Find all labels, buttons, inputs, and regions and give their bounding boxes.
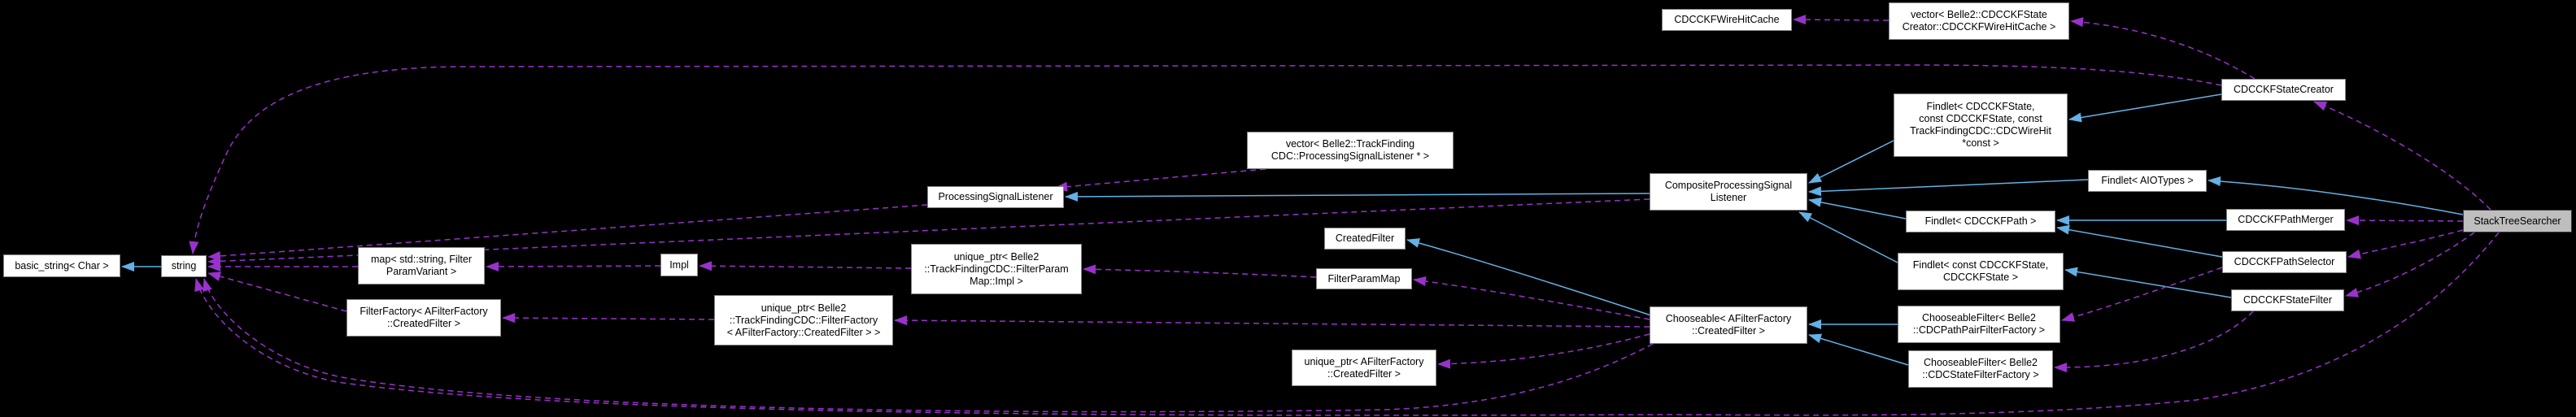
edge-statecreator-to-findlet_wh bbox=[2068, 93, 2222, 123]
node-whc[interactable]: CDCCKFWireHitCache bbox=[1662, 9, 1792, 31]
edge-chooseable-to-uptr_ff bbox=[894, 315, 1650, 328]
node-findlet_wh[interactable]: Findlet< CDCCKFState, const CDCCKFState,… bbox=[1894, 93, 2068, 157]
node-pathselector[interactable]: CDCCKFPathSelector bbox=[2222, 251, 2347, 273]
edge-fpm-to-uptr_fpm bbox=[1083, 264, 1317, 278]
edge-pathselector-to-cf_pathpair bbox=[2061, 267, 2223, 322]
edge-chooseable-to-fpm bbox=[1413, 276, 1650, 320]
edge-sts-to-statecreator bbox=[2313, 101, 2491, 211]
node-uptr_cf[interactable]: unique_ptr< AFilterFactory ::CreatedFilt… bbox=[1292, 350, 1436, 386]
node-string[interactable]: string bbox=[161, 255, 207, 277]
edge-sts-to-pathmerger bbox=[2346, 215, 2464, 226]
edge-impl-to-map_fpv bbox=[486, 261, 661, 271]
edge-findlet_wh-to-composite bbox=[1808, 140, 1894, 184]
edge-chooseable-to-string bbox=[203, 278, 1654, 413]
node-createdfilter[interactable]: CreatedFilter bbox=[1324, 228, 1406, 250]
edge-statefilter-to-findlet_cs bbox=[2064, 267, 2232, 298]
edge-filterfactory-to-string bbox=[207, 271, 347, 312]
edge-composite-to-psl bbox=[1065, 191, 1650, 202]
edge-statecreator-to-vec_whc bbox=[2070, 17, 2256, 80]
node-filterfactory[interactable]: FilterFactory< AFilterFactory ::CreatedF… bbox=[347, 299, 501, 337]
node-uptr_ff[interactable]: unique_ptr< Belle2 ::TrackFindingCDC::Fi… bbox=[714, 295, 893, 345]
node-composite[interactable]: CompositeProcessingSignal Listener bbox=[1650, 173, 1807, 211]
node-vec_whc[interactable]: vector< Belle2::CDCCKFState Creator::CDC… bbox=[1889, 2, 2069, 40]
edge-chooseable-to-createdfilter bbox=[1406, 238, 1652, 316]
edge-findlet_aio-to-composite bbox=[1808, 179, 2089, 197]
edge-statefilter-to-cf_state bbox=[2054, 311, 2254, 373]
edge-sts-to-string bbox=[194, 232, 2500, 416]
edge-chooseable-to-uptr_cf bbox=[1437, 333, 1650, 369]
node-pathmerger[interactable]: CDCCKFPathMerger bbox=[2226, 209, 2345, 231]
edge-findlet_path-to-composite bbox=[1808, 197, 1907, 219]
node-map_fpv[interactable]: map< std::string, Filter ParamVariant > bbox=[358, 247, 485, 285]
node-statefilter[interactable]: CDCCKFStateFilter bbox=[2231, 289, 2344, 311]
edge-sts-to-findlet_aio bbox=[2208, 176, 2464, 215]
edge-statecreator-to-string bbox=[189, 64, 2222, 254]
edge-findlet_cs-to-composite bbox=[1798, 211, 1898, 263]
node-uptr_fpm[interactable]: unique_ptr< Belle2 ::TrackFindingCDC::Fi… bbox=[911, 244, 1082, 294]
node-impl[interactable]: Impl bbox=[660, 254, 698, 276]
node-cf_state[interactable]: ChooseableFilter< Belle2 ::CDCStateFilte… bbox=[1908, 350, 2053, 388]
node-findlet_aio[interactable]: Findlet< AIOTypes > bbox=[2088, 170, 2207, 192]
node-findlet_cs[interactable]: Findlet< const CDCCKFState, CDCCKFState … bbox=[1898, 253, 2064, 290]
edge-sts-to-pathselector bbox=[2347, 229, 2464, 259]
edge-uptr_fpm-to-impl bbox=[699, 261, 912, 271]
node-fpm[interactable]: FilterParamMap bbox=[1316, 268, 1412, 289]
node-chooseable[interactable]: Chooseable< AFilterFactory ::CreatedFilt… bbox=[1650, 306, 1807, 344]
edge-pathselector-to-findlet_path bbox=[2056, 224, 2223, 258]
edge-cf_state-to-chooseable bbox=[1808, 333, 1909, 366]
edge-vec_psl-to-psl bbox=[1054, 168, 1266, 192]
node-psl[interactable]: ProcessingSignalListener bbox=[927, 186, 1064, 208]
edge-uptr_ff-to-filterfactory bbox=[502, 313, 715, 324]
node-cf_pathpair[interactable]: ChooseableFilter< Belle2 ::CDCPathPairFi… bbox=[1898, 306, 2060, 343]
node-statecreator[interactable]: CDCCKFStateCreator bbox=[2221, 79, 2346, 101]
node-findlet_path[interactable]: Findlet< CDCCKFPath > bbox=[1906, 211, 2055, 232]
node-basic_string[interactable]: basic_string< Char > bbox=[3, 254, 120, 277]
edge-sts-to-statefilter bbox=[2345, 232, 2475, 298]
edge-psl-to-string bbox=[207, 204, 928, 261]
node-sts[interactable]: StackTreeSearcher bbox=[2463, 210, 2572, 232]
node-vec_psl[interactable]: vector< Belle2::TrackFinding CDC::Proces… bbox=[1247, 132, 1454, 169]
